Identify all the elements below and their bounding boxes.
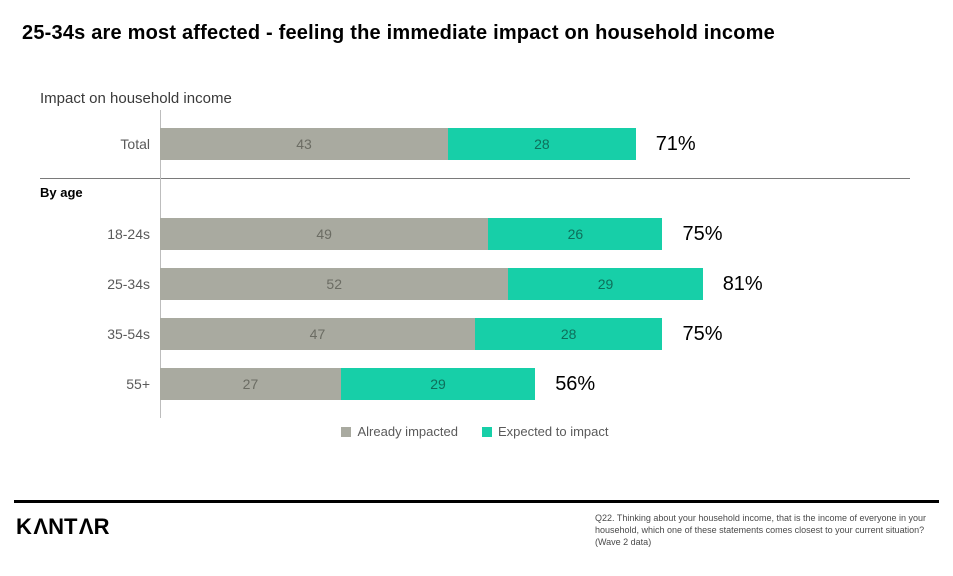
- impact-chart: Total432871%By age18-24s492675%25-34s522…: [40, 110, 910, 418]
- bar-wrap: 5229: [160, 268, 703, 300]
- row-total-label: 81%: [723, 268, 763, 300]
- row-total-label: 75%: [683, 218, 723, 250]
- section-label-by-age: By age: [40, 185, 910, 200]
- row-total-label: 56%: [555, 368, 595, 400]
- chart-row: 55+ 2729 56%: [40, 368, 910, 400]
- bar-wrap: 4926: [160, 218, 662, 250]
- row-total-label: 71%: [656, 128, 696, 160]
- legend-swatch: [341, 427, 351, 437]
- seg-already-impacted: 43: [160, 128, 448, 160]
- section-divider: [40, 178, 910, 179]
- chart-row: 35-54s 4728 75%: [40, 318, 910, 350]
- seg-already-impacted: 52: [160, 268, 508, 300]
- chart-section-total: Total 4328 71%: [40, 128, 910, 160]
- seg-expected-to-impact: 28: [448, 128, 636, 160]
- row-label: Total: [40, 128, 150, 160]
- legend-swatch: [482, 427, 492, 437]
- seg-expected-to-impact: 29: [341, 368, 535, 400]
- row-label: 18-24s: [40, 218, 150, 250]
- chart-row: Total 4328 71%: [40, 128, 910, 160]
- bar-wrap: 4728: [160, 318, 662, 350]
- bar-wrap: 2729: [160, 368, 535, 400]
- legend-label: Expected to impact: [498, 424, 609, 439]
- seg-already-impacted: 27: [160, 368, 341, 400]
- chart-row: 25-34s 5229 81%: [40, 268, 910, 300]
- chart-subtitle: Impact on household income: [40, 90, 232, 107]
- page-title: 25-34s are most affected - feeling the i…: [22, 22, 775, 45]
- footnote-text: Q22. Thinking about your household incom…: [595, 512, 935, 548]
- legend-label: Already impacted: [357, 424, 457, 439]
- row-label: 25-34s: [40, 268, 150, 300]
- chart-section-age: 18-24s492675%25-34s522981%35-54s472875%5…: [40, 218, 910, 400]
- legend-item-already-impacted: Already impacted: [341, 424, 457, 439]
- chart-row: 18-24s 4926 75%: [40, 218, 910, 250]
- seg-already-impacted: 47: [160, 318, 475, 350]
- legend-item-expected-to-impact: Expected to impact: [482, 424, 609, 439]
- kantar-logo: KΛNTΛR: [16, 514, 111, 540]
- seg-already-impacted: 49: [160, 218, 488, 250]
- bar-wrap: 4328: [160, 128, 636, 160]
- seg-expected-to-impact: 28: [475, 318, 663, 350]
- row-label: 55+: [40, 368, 150, 400]
- row-label: 35-54s: [40, 318, 150, 350]
- chart-legend: Already impacted Expected to impact: [40, 424, 910, 440]
- seg-expected-to-impact: 26: [488, 218, 662, 250]
- logo-text: KΛNTΛR: [16, 514, 111, 539]
- footer-divider: [14, 500, 939, 503]
- row-total-label: 75%: [683, 318, 723, 350]
- slide: 25-34s are most affected - feeling the i…: [0, 0, 953, 576]
- seg-expected-to-impact: 29: [508, 268, 702, 300]
